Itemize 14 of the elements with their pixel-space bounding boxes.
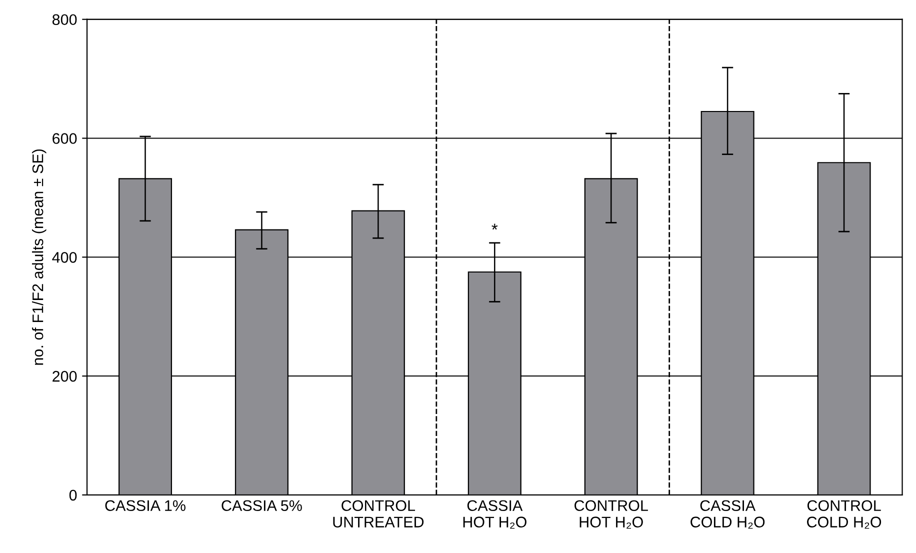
x-tick-label: CASSIA 5% bbox=[222, 500, 302, 512]
y-tick-label: 200 bbox=[52, 370, 77, 382]
x-tick-label: CASSIA COLD H₂O bbox=[690, 500, 765, 529]
x-tick-label: CASSIA 1% bbox=[105, 500, 186, 512]
x-tick-label: CONTROL HOT H₂O bbox=[574, 500, 648, 529]
y-tick-label: 400 bbox=[52, 252, 77, 263]
annotation: * bbox=[492, 224, 498, 230]
y-tick-label: 600 bbox=[52, 133, 77, 144]
x-tick-label: CONTROL UNTREATED bbox=[333, 500, 424, 528]
y-tick-label: 0 bbox=[69, 490, 77, 501]
x-tick-label: CONTROL COLD H₂O bbox=[807, 500, 882, 529]
y-tick-label: 800 bbox=[52, 14, 77, 26]
x-tick-label: CASSIA HOT H₂O bbox=[463, 500, 526, 529]
y-axis-title: no. of F1/F2 adults (mean ± SE) bbox=[32, 149, 46, 365]
